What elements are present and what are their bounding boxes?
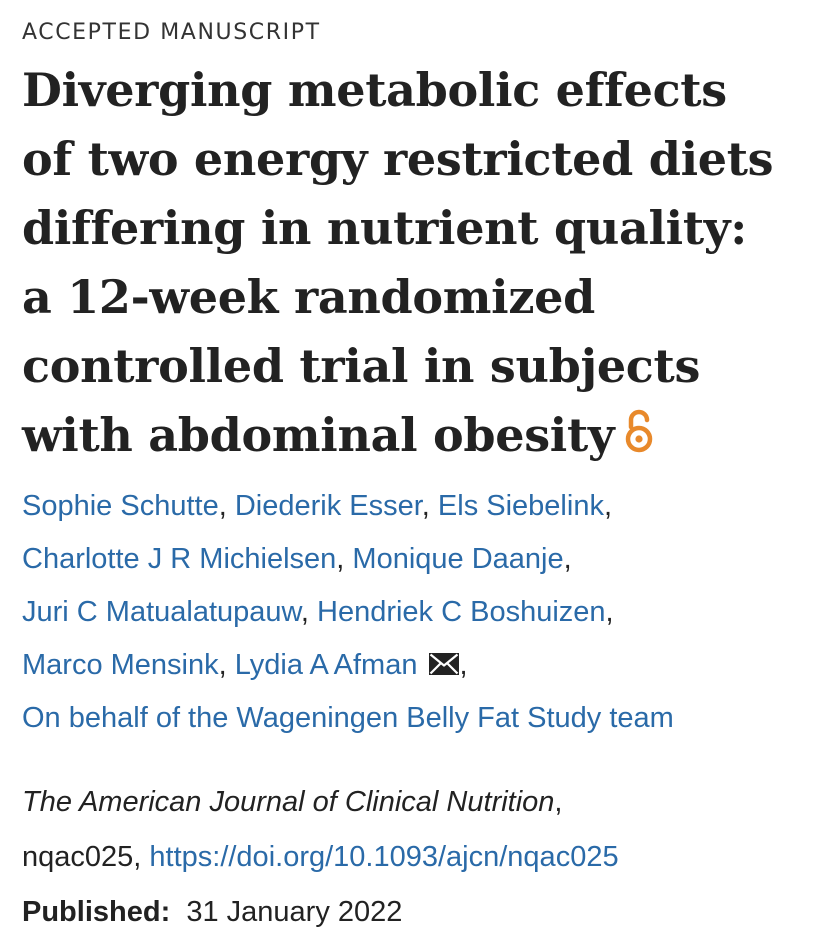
title-line: a 12-week randomized	[22, 270, 595, 324]
author-separator: ,	[421, 490, 430, 522]
author-separator: ,	[563, 543, 572, 575]
manuscript-status-label: ACCEPTED MANUSCRIPT	[22, 20, 321, 45]
article-title: Diverging metabolic effects of two energ…	[22, 56, 812, 470]
author-link[interactable]: Sophie Schutte	[22, 490, 219, 522]
doi-link[interactable]: https://doi.org/10.1093/ajcn/nqac025	[149, 841, 619, 873]
published-date: 31 January 2022	[186, 896, 403, 928]
author-list: Sophie Schutte, Diederik Esser, Els Sieb…	[22, 480, 812, 745]
envelope-icon[interactable]	[429, 640, 460, 675]
author-link[interactable]: Hendriek C Boshuizen	[317, 596, 606, 628]
author-separator: ,	[603, 490, 613, 522]
author-separator: ,	[459, 649, 468, 681]
author-separator: ,	[336, 543, 345, 575]
published-label: Published:	[22, 896, 171, 928]
author-link[interactable]: Lydia A Afman	[234, 649, 418, 681]
author-separator: ,	[605, 596, 614, 628]
title-line: differing in nutrient quality:	[22, 201, 747, 255]
title-line: with abdominal obesity	[22, 408, 615, 462]
title-line: Diverging metabolic effects	[22, 63, 727, 117]
title-line: of two energy restricted diets	[22, 132, 774, 186]
author-link[interactable]: Charlotte J R Michielsen	[22, 543, 337, 575]
author-link[interactable]: Els Siebelink	[437, 490, 604, 522]
author-link[interactable]: Monique Daanje	[352, 543, 564, 575]
author-link[interactable]: Marco Mensink	[22, 649, 219, 681]
article-id: nqac025,	[22, 841, 142, 873]
study-team-link[interactable]: On behalf of the Wageningen Belly Fat St…	[22, 702, 674, 734]
author-link[interactable]: Diederik Esser	[234, 490, 422, 522]
citation-block: The American Journal of Clinical Nutriti…	[22, 775, 812, 940]
author-separator: ,	[300, 596, 309, 628]
journal-name: The American Journal of Clinical Nutriti…	[22, 786, 555, 818]
author-separator: ,	[218, 649, 227, 681]
article-header: ACCEPTED MANUSCRIPT Diverging metabolic …	[22, 22, 812, 940]
citation-separator: ,	[554, 786, 563, 818]
author-separator: ,	[218, 490, 227, 522]
open-access-lock-icon	[622, 405, 656, 453]
author-link[interactable]: Juri C Matualatupauw	[22, 596, 301, 628]
title-line: controlled trial in subjects	[22, 339, 701, 393]
